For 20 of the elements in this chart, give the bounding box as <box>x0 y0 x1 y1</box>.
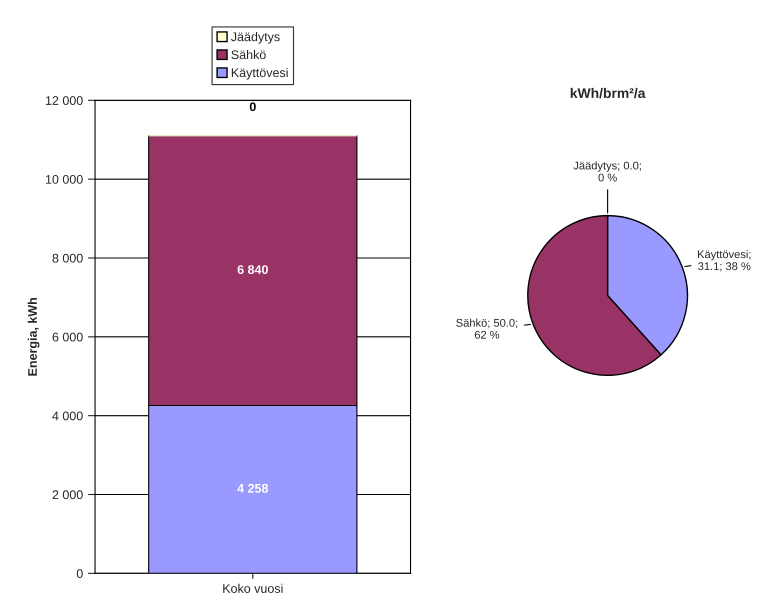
legend-label: Sähkö <box>231 50 266 60</box>
text: 0 % <box>598 174 617 182</box>
y-tick-label: 2 000 <box>52 490 83 500</box>
slice-label: Sähkö; 50.0; 62 % <box>456 318 518 339</box>
y-axis-title: Energia, kWh <box>28 298 40 376</box>
y-tick-label: 12 000 <box>46 96 83 105</box>
y-tick-label: 8 000 <box>52 254 83 263</box>
legend-label: Käyttövesi <box>232 68 288 80</box>
category-label: Jäädytys; 0.0; <box>574 161 641 172</box>
data-label: 0 <box>250 102 256 112</box>
legend-label: Jäädytys <box>231 32 280 44</box>
y-tick-label: 0 <box>76 569 83 578</box>
chart-title: kWh/brm²/a <box>570 88 646 98</box>
y-tick-label: 10 000 <box>46 174 83 184</box>
slice-label: Käyttövesi; 31.1; 38 % <box>698 250 750 272</box>
y-tick-label: 4 000 <box>52 411 83 420</box>
data-label: 4 258 <box>237 484 268 493</box>
x-tick-label: Koko vuosi <box>223 584 283 593</box>
data-label: 6 840 <box>238 265 268 274</box>
y-tick-label: 6 000 <box>52 332 83 342</box>
